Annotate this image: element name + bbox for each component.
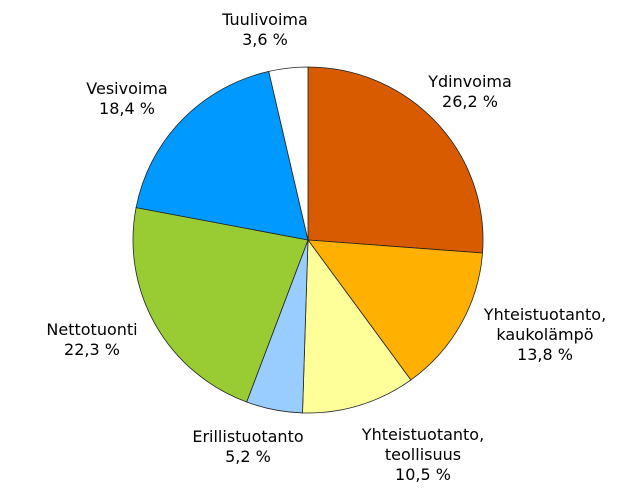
category-name: Yhteistuotanto, teollisuus bbox=[361, 425, 485, 464]
value-label: 3,6 % bbox=[242, 30, 288, 49]
value-label: 26,2 % bbox=[442, 92, 498, 111]
value-label: 22,3 % bbox=[64, 340, 120, 359]
slice-label: Ydinvoima 26,2 % bbox=[400, 72, 540, 112]
value-label: 18,4 % bbox=[99, 99, 155, 118]
category-name: Tuulivoima bbox=[222, 10, 308, 29]
category-name: Vesivoima bbox=[86, 79, 168, 98]
pie-slice bbox=[302, 238, 412, 414]
value-label: 5,2 % bbox=[225, 447, 271, 466]
pie-slice bbox=[132, 207, 309, 403]
pie-slice bbox=[268, 66, 309, 241]
pie-slice bbox=[307, 66, 484, 254]
value-label: 10,5 % bbox=[395, 465, 451, 484]
pie-slice bbox=[135, 70, 309, 241]
category-name: Ydinvoima bbox=[428, 72, 512, 91]
slice-label: Yhteistuotanto, teollisuus 10,5 % bbox=[353, 425, 493, 485]
slice-label: Erillistuotanto 5,2 % bbox=[178, 427, 318, 467]
category-name: Yhteistuotanto, kaukolämpö bbox=[483, 305, 607, 344]
slice-label: Nettotuonti 22,3 % bbox=[22, 320, 162, 360]
slice-label: Vesivoima 18,4 % bbox=[57, 79, 197, 119]
pie-slice bbox=[307, 239, 483, 381]
category-name: Erillistuotanto bbox=[192, 427, 304, 446]
slice-label: Yhteistuotanto, kaukolämpö 13,8 % bbox=[475, 305, 615, 365]
category-name: Nettotuonti bbox=[46, 320, 138, 339]
value-label: 13,8 % bbox=[517, 345, 573, 364]
slice-label: Tuulivoima 3,6 % bbox=[195, 10, 335, 50]
